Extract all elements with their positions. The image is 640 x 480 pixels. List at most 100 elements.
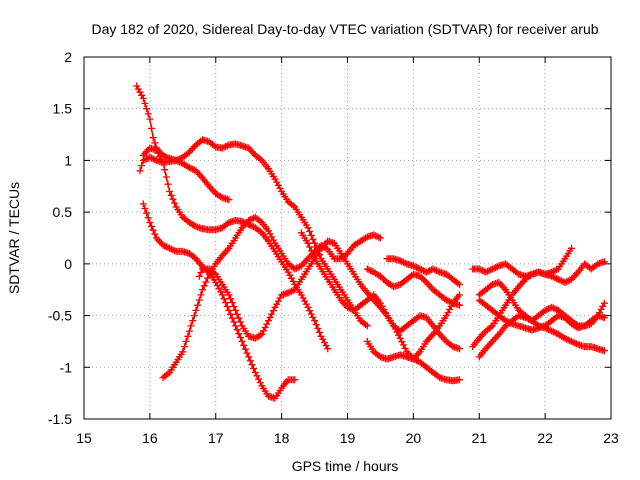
data-point <box>409 262 417 270</box>
x-tick-label: 19 <box>340 430 356 446</box>
data-point <box>276 184 284 192</box>
data-point <box>245 353 253 361</box>
data-point <box>553 275 561 283</box>
data-point <box>144 110 152 118</box>
data-point <box>228 299 236 307</box>
data-point <box>162 173 170 181</box>
data-point <box>434 267 442 275</box>
data-point <box>431 266 439 274</box>
data-point <box>149 134 157 142</box>
data-point <box>378 274 386 282</box>
data-point <box>554 275 562 283</box>
y-tick-label: -0.5 <box>48 308 72 324</box>
data-point <box>159 159 167 166</box>
data-point <box>146 115 154 123</box>
data-point <box>197 291 205 299</box>
data-point <box>294 264 302 271</box>
x-tick-label: 18 <box>274 430 290 446</box>
data-point <box>169 195 177 203</box>
data-point <box>138 162 146 170</box>
data-point <box>571 339 579 347</box>
data-point <box>304 224 312 232</box>
data-point <box>416 272 424 280</box>
data-point <box>419 275 427 283</box>
data-point <box>456 291 463 299</box>
data-point <box>269 236 277 244</box>
data-point <box>146 219 154 226</box>
x-tick-label: 20 <box>406 430 422 446</box>
data-point <box>266 230 274 238</box>
y-tick-labels: -1.5 -1 -0.5 0 0.5 1 1.5 2 <box>48 49 72 427</box>
data-point <box>376 234 384 242</box>
data-point <box>243 349 251 357</box>
data-point <box>273 300 281 308</box>
data-point <box>151 139 159 147</box>
y-tick-label: 2 <box>64 49 72 65</box>
data-point <box>269 307 277 315</box>
y-axis-label: SDTVAR / TECUs <box>6 182 22 294</box>
data-point <box>493 263 501 271</box>
data-point <box>223 142 231 150</box>
data-point <box>568 337 575 345</box>
data-point <box>600 347 608 355</box>
data-point <box>156 152 164 160</box>
data-point <box>149 226 157 234</box>
chart-title: Day 182 of 2020, Sidereal Day-to-day VTE… <box>91 21 598 37</box>
series-track-8 <box>363 265 463 309</box>
data-point <box>543 325 551 333</box>
data-point <box>487 266 495 274</box>
data-point <box>248 222 256 230</box>
data-point <box>202 278 210 286</box>
data-point <box>167 245 175 253</box>
data-point <box>222 299 230 307</box>
data-point <box>235 314 243 322</box>
data-point <box>251 369 259 376</box>
data-point <box>363 322 371 330</box>
data-point <box>144 214 152 222</box>
data-point <box>153 146 160 154</box>
data-point <box>230 318 238 326</box>
data-point <box>396 257 404 265</box>
series-track-9 <box>363 291 463 363</box>
data-point <box>220 143 228 151</box>
data-point <box>192 306 200 314</box>
series-track-12 <box>469 258 608 351</box>
data-point <box>217 193 225 201</box>
data-point <box>200 282 208 290</box>
data-point <box>381 309 389 316</box>
data-point <box>148 222 155 230</box>
data-point <box>237 334 244 341</box>
data-point <box>372 232 379 240</box>
data-point <box>424 267 432 275</box>
data-point <box>600 258 608 266</box>
data-point <box>195 272 203 280</box>
data-point <box>600 314 608 322</box>
y-tick-label: 1 <box>64 152 72 168</box>
data-point <box>228 314 236 322</box>
data-point <box>220 295 228 303</box>
data-point <box>561 334 569 342</box>
data-point <box>179 348 187 356</box>
data-point <box>143 209 151 217</box>
data-point <box>213 282 221 290</box>
series-layer <box>133 82 608 402</box>
data-point <box>263 320 271 328</box>
data-point <box>289 287 297 294</box>
data-point <box>255 375 263 383</box>
data-point <box>141 205 149 212</box>
data-point <box>164 180 172 188</box>
data-point <box>596 309 603 316</box>
data-point <box>521 314 529 322</box>
data-point <box>185 327 193 335</box>
data-point <box>143 105 151 113</box>
data-point <box>286 288 294 296</box>
y-tick-label: 0 <box>64 256 72 272</box>
data-point <box>549 328 557 336</box>
data-point <box>167 191 175 199</box>
data-point <box>261 324 269 331</box>
data-point <box>568 244 575 252</box>
data-point <box>599 302 607 310</box>
data-point <box>218 291 226 299</box>
data-point <box>306 228 314 235</box>
